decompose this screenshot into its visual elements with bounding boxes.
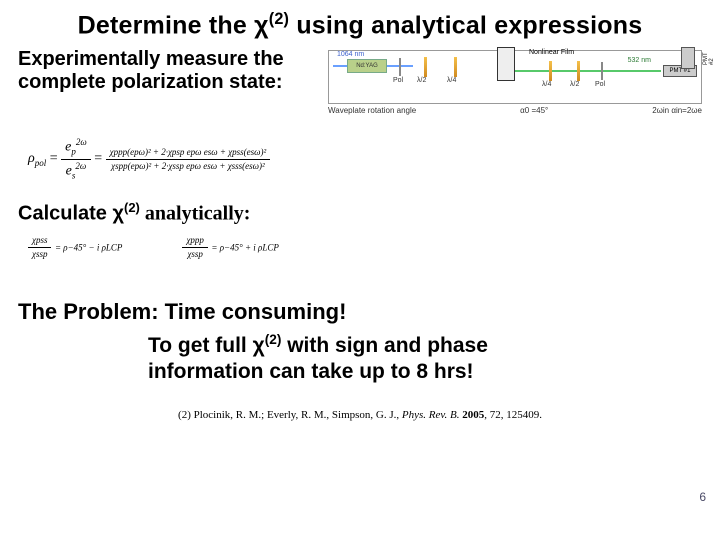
eq2a: χpss χssp = ρ−45° − i ρLCP [28, 236, 122, 259]
laser-icon: Nd:YAG [347, 59, 387, 73]
eq1-equals-2: = [94, 152, 105, 167]
wp-quarter-label-2: λ/4 [542, 81, 551, 88]
slide-title: Determine the χ(2) using analytical expr… [18, 10, 702, 40]
eq1-d1-sub: s [72, 170, 76, 180]
calc-chi: χ [112, 203, 124, 225]
eq2b-frac: χppp χssp [182, 236, 207, 259]
eq1-lhs-sub: pol [35, 158, 47, 168]
slide: Determine the χ(2) using analytical expr… [0, 0, 720, 540]
eq1-d1-sup: 2ω [75, 161, 86, 171]
equation-chi-ratios: χpss χssp = ρ−45° − i ρLCP χppp χssp = ρ… [28, 236, 279, 259]
explain-chi: χ [253, 334, 265, 357]
caption-mid: α0 =45° [520, 106, 548, 115]
calc-sup: (2) [124, 200, 140, 215]
calc-heading: Calculate χ(2) analytically: [18, 200, 702, 226]
beam-out-label: 532 nm [628, 57, 651, 64]
eq2b-top: χppp [182, 236, 207, 248]
sample-label: Nonlinear Film [529, 49, 574, 56]
title-pre: Determine the [78, 11, 254, 39]
caption-left: Waveplate rotation angle [328, 106, 416, 115]
eq2a-top: χpss [28, 236, 51, 248]
slide-number: 6 [699, 490, 706, 504]
eq1-n1-sup: 2ω [76, 137, 87, 147]
top-row: Experimentally measure the complete pola… [18, 48, 702, 128]
subheading-block: Experimentally measure the complete pola… [18, 48, 318, 94]
quarter-waveplate-icon-2 [549, 61, 552, 81]
wp-half-label-2: λ/2 [570, 81, 579, 88]
beam-in-label: 1064 nm [337, 51, 364, 58]
polarizer-icon-2 [601, 62, 603, 80]
reference: (2) Plocinik, R. M.; Everly, R. M., Simp… [18, 409, 702, 421]
pol-label-1: Pol [393, 77, 403, 84]
calc-post: analytically: [140, 203, 251, 225]
eq2a-bot: χssp [28, 248, 51, 259]
figure-caption: Waveplate rotation angle α0 =45° 2ωin αi… [328, 106, 702, 115]
explain-line2: information can take up to 8 hrs! [148, 360, 474, 383]
ref-journal: Phys. Rev. B. [402, 409, 460, 421]
ref-num: (2) [178, 409, 194, 421]
eq1-frac2: χppp(epω)² + 2·χpsp epω esω + χpss(esω)²… [106, 148, 271, 171]
ref-year: 2005 [459, 409, 484, 421]
sub1-line1: Experimentally measure the [18, 48, 318, 71]
calc-pre: Calculate [18, 203, 112, 225]
half-waveplate-icon-2 [577, 61, 580, 81]
half-waveplate-icon [424, 57, 427, 77]
title-chi: χ [254, 11, 269, 39]
wp-quarter-label-1: λ/4 [447, 77, 456, 84]
pol-label-2: Pol [595, 81, 605, 88]
sample-icon [497, 47, 515, 81]
pmt2-label: PMT #2 [703, 49, 715, 65]
polarizer-icon [399, 58, 401, 76]
sub1-line2: complete polarization state: [18, 71, 318, 94]
eq2-row: χpss χssp = ρ−45° − i ρLCP χppp χssp = ρ… [28, 236, 279, 259]
explain-post1: with sign and phase [281, 334, 488, 357]
eq1-frac1: ep2ω es2ω [61, 138, 91, 180]
optical-schematic: 1064 nm Nd:YAG Pol λ/2 λ/4 Nonlinear Fil… [328, 48, 702, 128]
eq1-rhs-top: χppp(epω)² + 2·χpsp epω esω + χpss(esω)² [106, 148, 271, 160]
problem-line: The Problem: Time consuming! [18, 299, 702, 325]
eq2b-bot: χssp [183, 248, 206, 259]
title-sup: (2) [269, 10, 289, 28]
eq2a-frac: χpss χssp [28, 236, 51, 259]
quarter-waveplate-icon [454, 57, 457, 77]
eq2b-rhs: = ρ−45° + i ρLCP [211, 243, 278, 253]
eq1-equals-1: = [50, 152, 61, 167]
eq1-lhs-sym: ρ [28, 152, 35, 167]
equation-rho-pol: ρpol = ep2ω es2ω = χppp(epω)² + 2·χpsp e… [28, 138, 270, 180]
explain-block: To get full χ(2) with sign and phase inf… [148, 331, 702, 386]
eq2b: χppp χssp = ρ−45° + i ρLCP [182, 236, 278, 259]
beam-out [515, 70, 661, 72]
eq1-rhs-bot: χspp(epω)² + 2·χssp epω esω + χsss(esω)² [107, 160, 269, 171]
ref-rest: , 72, 125409. [484, 409, 542, 421]
title-post: using analytical expressions [289, 11, 642, 39]
wp-half-label-1: λ/2 [417, 77, 426, 84]
ref-authors: Plocinik, R. M.; Everly, R. M., Simpson,… [194, 409, 402, 421]
explain-pre: To get full [148, 334, 253, 357]
optics-box: 1064 nm Nd:YAG Pol λ/2 λ/4 Nonlinear Fil… [328, 50, 702, 104]
pmt2-icon [681, 47, 695, 69]
caption-right: 2ωin αin=2ωe [652, 106, 702, 115]
eq2a-rhs: = ρ−45° − i ρLCP [55, 243, 122, 253]
explain-sup: (2) [265, 332, 282, 347]
eq1-n1-sub: p [71, 147, 76, 157]
